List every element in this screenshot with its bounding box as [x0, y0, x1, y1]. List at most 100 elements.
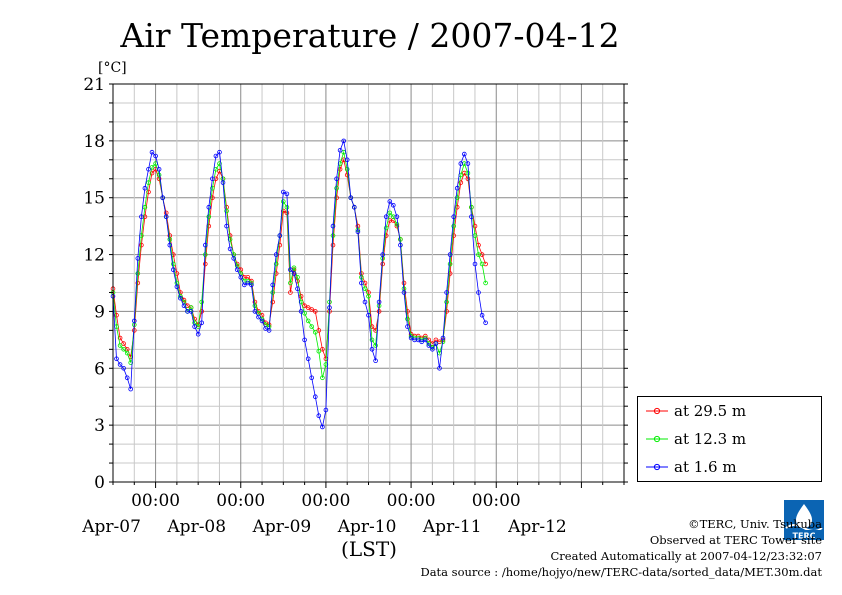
data-point [320, 375, 325, 381]
data-point [334, 176, 339, 182]
data-point [316, 328, 322, 333]
data-point [291, 271, 297, 276]
data-point [454, 185, 460, 191]
data-point [192, 324, 197, 329]
data-point [344, 172, 350, 178]
data-point [444, 309, 449, 314]
data-point [472, 223, 478, 229]
data-point [270, 299, 276, 305]
data-point [135, 271, 141, 276]
x-tick-time-label: 00:00 [131, 491, 180, 511]
data-point [231, 256, 237, 261]
y-tick-label: 6 [94, 359, 105, 379]
data-point [327, 305, 332, 310]
data-point [320, 424, 325, 430]
legend-item-1m: at 1.6 m [646, 457, 737, 477]
data-point [280, 199, 286, 204]
data-point [245, 280, 251, 286]
data-point [256, 314, 261, 320]
data-point [156, 167, 162, 172]
data-point [479, 312, 485, 318]
data-point [291, 265, 297, 271]
data-point [124, 375, 130, 381]
data-point [479, 261, 485, 267]
data-point [206, 214, 212, 220]
y-tick-label: 12 [83, 246, 105, 266]
series-2 [110, 138, 488, 430]
data-point [263, 326, 268, 331]
data-point [451, 223, 457, 229]
legend-label: at 1.6 m [674, 458, 737, 476]
data-point [174, 284, 180, 290]
x-day-label: Apr-08 [166, 517, 226, 537]
data-point [203, 242, 208, 248]
data-point [117, 335, 123, 341]
x-tick-time-label: 00:00 [216, 491, 265, 511]
data-point [298, 309, 304, 314]
data-point [199, 309, 205, 314]
data-point [188, 309, 194, 314]
data-point [476, 290, 481, 295]
data-point [465, 161, 471, 166]
data-point [387, 210, 393, 216]
data-point [405, 316, 410, 322]
data-point [238, 274, 244, 280]
data-point [298, 299, 304, 305]
data-point [305, 318, 311, 324]
data-point [114, 312, 119, 318]
data-point [171, 267, 176, 273]
data-point [273, 261, 279, 267]
data-point [224, 223, 229, 229]
data-point [373, 358, 378, 364]
data-point [220, 180, 226, 185]
data-point [458, 161, 464, 166]
data-point [135, 280, 141, 286]
data-point [398, 242, 403, 248]
data-point [135, 256, 141, 261]
data-point [408, 335, 414, 341]
x-tick-time-label: 00:00 [472, 491, 521, 511]
data-point [117, 362, 123, 367]
unit-label: [°C] [98, 60, 127, 76]
chart-title: Air Temperature / 2007-04-12 [119, 16, 619, 55]
data-point [213, 153, 219, 159]
data-point [376, 299, 382, 305]
data-point [454, 195, 460, 201]
data-point [369, 346, 375, 352]
data-point [454, 204, 460, 210]
data-point [461, 151, 467, 157]
data-point [305, 356, 311, 362]
data-point [426, 343, 432, 348]
data-point [401, 290, 407, 295]
data-point [394, 214, 400, 220]
data-point [149, 149, 155, 155]
data-point [167, 242, 173, 248]
data-point [206, 204, 212, 210]
data-point [128, 360, 134, 365]
data-point [355, 229, 361, 235]
data-point [476, 252, 481, 257]
data-point [312, 394, 318, 400]
data-point [369, 337, 375, 343]
data-point [117, 343, 123, 348]
data-point [288, 267, 293, 273]
data-point [156, 172, 162, 178]
data-point [288, 280, 293, 286]
data-source-text: Data source : /home/hojyo/new/TERC-data/… [420, 565, 822, 579]
data-point [139, 242, 144, 248]
data-point [288, 290, 293, 295]
data-point [302, 337, 307, 343]
data-point [359, 280, 364, 286]
data-point [210, 195, 215, 201]
data-point [330, 223, 336, 229]
data-point [149, 165, 155, 170]
data-point [415, 337, 421, 343]
credits: ©TERC, Univ. Tsukuba Observed at TERC To… [420, 516, 822, 580]
data-point [132, 318, 137, 324]
data-point [422, 337, 428, 343]
data-point [114, 356, 119, 362]
grid [112, 83, 625, 483]
data-point [252, 303, 258, 309]
data-point [437, 365, 442, 371]
